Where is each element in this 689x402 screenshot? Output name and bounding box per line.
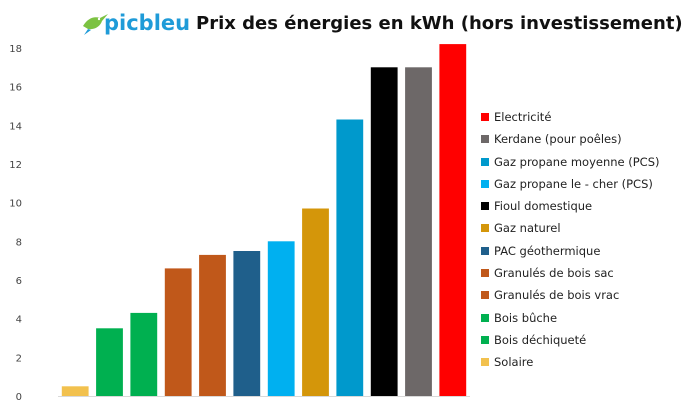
legend-item: Granulés de bois vrac xyxy=(481,284,660,306)
legend-item: Bois déchiqueté xyxy=(481,329,660,351)
legend-swatch xyxy=(481,202,489,211)
bar: Gaz naturel xyxy=(302,208,329,396)
legend-swatch xyxy=(481,157,489,166)
y-tick-label: 14 xyxy=(9,121,22,132)
legend-item: Gaz propane moyenne (PCS) xyxy=(481,151,660,173)
bar: Granulés de bois sac xyxy=(199,254,226,396)
legend-swatch xyxy=(481,135,489,144)
legend-label: Fioul domestique xyxy=(494,199,593,214)
y-tick-label: 0 xyxy=(16,392,22,402)
bar: Gaz propane moyenne (PCS) xyxy=(336,119,364,396)
chart-title: Prix des énergies en kWh (hors investiss… xyxy=(196,13,683,34)
bar: Fioul domestique xyxy=(370,67,398,397)
legend-item: Electricité xyxy=(481,106,660,128)
legend-label: Granulés de bois sac xyxy=(494,266,614,281)
legend-item: Solaire xyxy=(481,351,660,373)
legend-item: Fioul domestique xyxy=(481,195,660,217)
bar: Kerdane (pour poêles) xyxy=(405,67,432,397)
legend-item: Bois bûche xyxy=(481,307,660,329)
y-tick-label: 10 xyxy=(9,199,22,210)
legend-item: Kerdane (pour poêles) xyxy=(481,128,660,150)
bar: PAC géothermique xyxy=(233,251,261,396)
y-tick-label: 8 xyxy=(16,237,22,248)
legend-label: PAC géothermique xyxy=(494,243,601,258)
bar: Solaire xyxy=(61,386,89,396)
bar: Bois déchiqueté xyxy=(96,328,123,396)
legend-swatch xyxy=(481,269,489,278)
legend-label: Bois bûche xyxy=(494,310,558,325)
legend-label: Gaz propane moyenne (PCS) xyxy=(494,154,660,169)
legend-label: Bois déchiqueté xyxy=(494,332,587,347)
legend-label: Gaz propane le - cher (PCS) xyxy=(494,176,653,191)
bar: Gaz propane le - cher (PCS) xyxy=(267,241,295,396)
legend-label: Kerdane (pour poêles) xyxy=(494,132,622,147)
legend-swatch xyxy=(481,224,489,233)
legend-swatch xyxy=(481,335,489,344)
legend-swatch xyxy=(481,291,489,300)
picbleu-logo: picbleu xyxy=(80,6,190,46)
legend-item: PAC géothermique xyxy=(481,240,660,262)
legend-label: Electricité xyxy=(494,110,552,124)
y-tick-label: 6 xyxy=(16,276,22,287)
bar: Granulés de bois vrac xyxy=(164,268,192,396)
hummingbird-icon xyxy=(83,14,108,35)
legend-item: Gaz propane le - cher (PCS) xyxy=(481,173,660,195)
legend-label: Gaz naturel xyxy=(494,221,561,236)
legend-item: Gaz naturel xyxy=(481,217,660,239)
legend-swatch xyxy=(481,358,489,367)
legend-swatch xyxy=(481,246,489,255)
y-tick-label: 18 xyxy=(9,44,22,55)
y-tick-label: 4 xyxy=(16,315,22,326)
legend-swatch xyxy=(481,313,489,322)
legend-label: Solaire xyxy=(494,355,534,370)
y-tick-label: 16 xyxy=(9,83,22,94)
legend-label: Granulés de bois vrac xyxy=(494,288,620,303)
legend-swatch xyxy=(481,179,489,188)
bar: Bois bûche xyxy=(130,312,158,396)
logo-wordmark: picbleu xyxy=(104,11,191,35)
bars: SolaireBois déchiquetéBois bûcheGranulés… xyxy=(61,44,467,397)
legend-swatch xyxy=(481,113,489,121)
legend: Electricité Kerdane (pour poêles) Gaz prop… xyxy=(481,106,660,374)
y-tick-label: 12 xyxy=(9,160,22,171)
legend-item: Granulés de bois sac xyxy=(481,262,660,284)
y-tick-label: 2 xyxy=(16,353,22,364)
y-axis: 0 2 4 6 8 10 12 14 16 18 xyxy=(9,44,470,402)
bar: Electricité xyxy=(439,44,467,396)
